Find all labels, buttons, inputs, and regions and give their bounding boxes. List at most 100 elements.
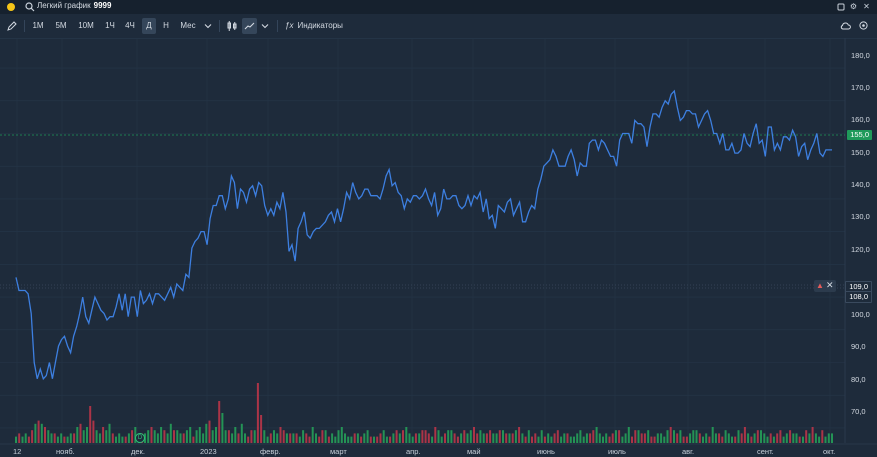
volume-bar bbox=[534, 433, 537, 443]
volume-bar bbox=[589, 433, 592, 443]
volume-bar bbox=[814, 433, 817, 443]
volume-bar bbox=[334, 436, 337, 443]
timeframe-week[interactable]: Н bbox=[163, 21, 169, 30]
volume-bar bbox=[547, 433, 550, 443]
volume-bar bbox=[118, 433, 121, 443]
date-axis-label: февр. bbox=[260, 447, 281, 456]
volume-bar bbox=[227, 430, 230, 443]
volume-bar bbox=[621, 436, 624, 443]
volume-bars bbox=[15, 383, 833, 443]
volume-bar bbox=[127, 433, 130, 443]
timeframe-4h[interactable]: 4Ч bbox=[125, 21, 135, 30]
volume-bar bbox=[231, 433, 234, 443]
volume-bar bbox=[714, 433, 717, 443]
indicators-button[interactable]: ƒx Индикаторы bbox=[285, 18, 347, 34]
volume-bar bbox=[737, 430, 740, 443]
volume-bar bbox=[353, 433, 356, 443]
settings-icon[interactable] bbox=[856, 18, 870, 34]
maximize-icon[interactable] bbox=[836, 1, 845, 12]
volume-bar bbox=[160, 427, 163, 443]
volume-bar bbox=[21, 436, 24, 443]
volume-bar bbox=[263, 430, 266, 443]
candlestick-icon[interactable] bbox=[225, 18, 239, 34]
volume-bar bbox=[115, 436, 117, 443]
volume-bar bbox=[576, 433, 579, 443]
volume-bar bbox=[595, 427, 598, 443]
volume-bar bbox=[240, 423, 243, 443]
volume-bar bbox=[221, 413, 224, 443]
timeframe-1h[interactable]: 1Ч bbox=[105, 21, 115, 30]
volume-bar bbox=[369, 436, 372, 443]
toolbar-separator bbox=[24, 20, 25, 32]
volume-bar bbox=[653, 436, 656, 443]
volume-bar bbox=[382, 430, 385, 443]
volume-bar bbox=[727, 433, 730, 443]
alert-bell-icon[interactable]: ▲ bbox=[816, 281, 824, 290]
timeframe-month[interactable]: Мес bbox=[180, 21, 196, 30]
date-axis-label: июнь bbox=[537, 447, 555, 456]
chevron-down-icon[interactable] bbox=[202, 18, 214, 34]
timeframe-10m[interactable]: 10М bbox=[78, 21, 94, 30]
volume-bar bbox=[389, 436, 392, 443]
volume-bar bbox=[302, 430, 305, 443]
chevron-down-icon[interactable] bbox=[259, 18, 271, 34]
volume-bar bbox=[624, 433, 627, 443]
date-axis-label: июль bbox=[608, 447, 626, 456]
date-axis-label: нояб. bbox=[56, 447, 75, 456]
volume-bar bbox=[73, 433, 76, 443]
volume-bar bbox=[376, 436, 379, 443]
volume-bar bbox=[505, 433, 508, 443]
volume-bar bbox=[482, 433, 485, 443]
close-icon[interactable]: ✕ bbox=[826, 280, 834, 290]
cloud-icon[interactable] bbox=[838, 18, 852, 34]
volume-bar bbox=[95, 430, 98, 443]
timeframe-5m[interactable]: 5М bbox=[55, 21, 67, 30]
level-price-tag[interactable]: 108,0 bbox=[845, 291, 872, 303]
volume-bar bbox=[63, 436, 66, 443]
volume-bar bbox=[256, 383, 259, 443]
volume-bar bbox=[327, 436, 330, 443]
volume-bar bbox=[637, 430, 640, 443]
volume-bar bbox=[53, 433, 56, 443]
volume-bar bbox=[324, 430, 327, 443]
volume-bar bbox=[169, 423, 172, 443]
close-icon[interactable]: ✕ bbox=[863, 2, 870, 11]
volume-bar bbox=[573, 436, 575, 443]
volume-bar bbox=[756, 430, 759, 443]
volume-bar bbox=[679, 430, 682, 443]
ticker-search[interactable]: Легкий график 9999 bbox=[37, 1, 111, 10]
volume-bar bbox=[537, 436, 540, 443]
volume-bar bbox=[634, 430, 637, 443]
pencil-icon[interactable] bbox=[5, 18, 19, 34]
volume-bar bbox=[311, 427, 314, 443]
volume-bar bbox=[492, 433, 495, 443]
price-chart[interactable] bbox=[0, 38, 877, 457]
gear-icon[interactable]: ⚙ bbox=[849, 2, 858, 11]
volume-bar bbox=[685, 436, 688, 443]
volume-bar bbox=[153, 430, 156, 443]
volume-bar bbox=[473, 427, 475, 443]
volume-bar bbox=[824, 436, 827, 443]
volume-bar bbox=[144, 433, 146, 443]
line-chart-icon[interactable] bbox=[242, 18, 257, 34]
volume-bar bbox=[605, 433, 608, 443]
volume-bar bbox=[395, 430, 398, 443]
volume-bar bbox=[747, 433, 750, 443]
volume-bar bbox=[47, 430, 50, 443]
volume-bar bbox=[276, 433, 279, 443]
search-icon[interactable] bbox=[25, 2, 35, 12]
date-axis-label: апр. bbox=[406, 447, 421, 456]
date-axis-label: дек. bbox=[131, 447, 145, 456]
volume-bar bbox=[543, 436, 546, 443]
timeframe-1m[interactable]: 1М bbox=[32, 21, 44, 30]
timeframe-day[interactable]: Д bbox=[142, 18, 156, 34]
volume-bar bbox=[360, 436, 363, 443]
volume-bar bbox=[598, 433, 601, 443]
volume-bar bbox=[676, 433, 679, 443]
volume-bar bbox=[640, 433, 643, 443]
window-indicator-icon[interactable] bbox=[7, 3, 15, 11]
volume-bar bbox=[495, 433, 498, 443]
volume-bar bbox=[15, 436, 17, 443]
event-marker-badge[interactable]: D bbox=[135, 433, 145, 443]
volume-bar bbox=[763, 433, 766, 443]
